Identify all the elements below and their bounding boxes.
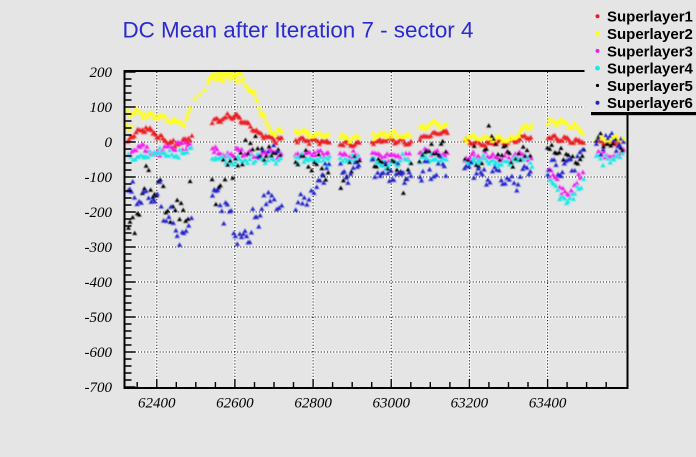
svg-text:DC Mean after Iteration 7 - se: DC Mean after Iteration 7 - sector 4	[123, 18, 474, 43]
svg-text:-500: -500	[85, 310, 113, 326]
svg-text:Superlayer6: Superlayer6	[607, 95, 693, 112]
svg-text:Superlayer1: Superlayer1	[607, 9, 693, 26]
svg-text:Superlayer2: Superlayer2	[607, 26, 693, 43]
svg-text:-100: -100	[85, 170, 113, 186]
svg-text:100: 100	[90, 100, 113, 116]
svg-text:-200: -200	[85, 205, 113, 221]
svg-text:63400: 63400	[529, 396, 567, 412]
svg-text:62600: 62600	[216, 396, 254, 412]
svg-text:-600: -600	[85, 345, 113, 361]
svg-text:-400: -400	[85, 275, 113, 291]
svg-text:63200: 63200	[451, 396, 489, 412]
svg-text:0: 0	[105, 135, 113, 151]
svg-text:-300: -300	[85, 240, 113, 256]
svg-text:200: 200	[90, 65, 113, 81]
svg-text:Superlayer5: Superlayer5	[607, 78, 693, 95]
svg-text:Superlayer4: Superlayer4	[607, 61, 694, 78]
svg-text:-700: -700	[85, 380, 113, 396]
svg-text:63000: 63000	[372, 396, 410, 412]
svg-text:62800: 62800	[294, 396, 332, 412]
svg-text:62400: 62400	[138, 396, 176, 412]
svg-text:Superlayer3: Superlayer3	[607, 43, 693, 60]
